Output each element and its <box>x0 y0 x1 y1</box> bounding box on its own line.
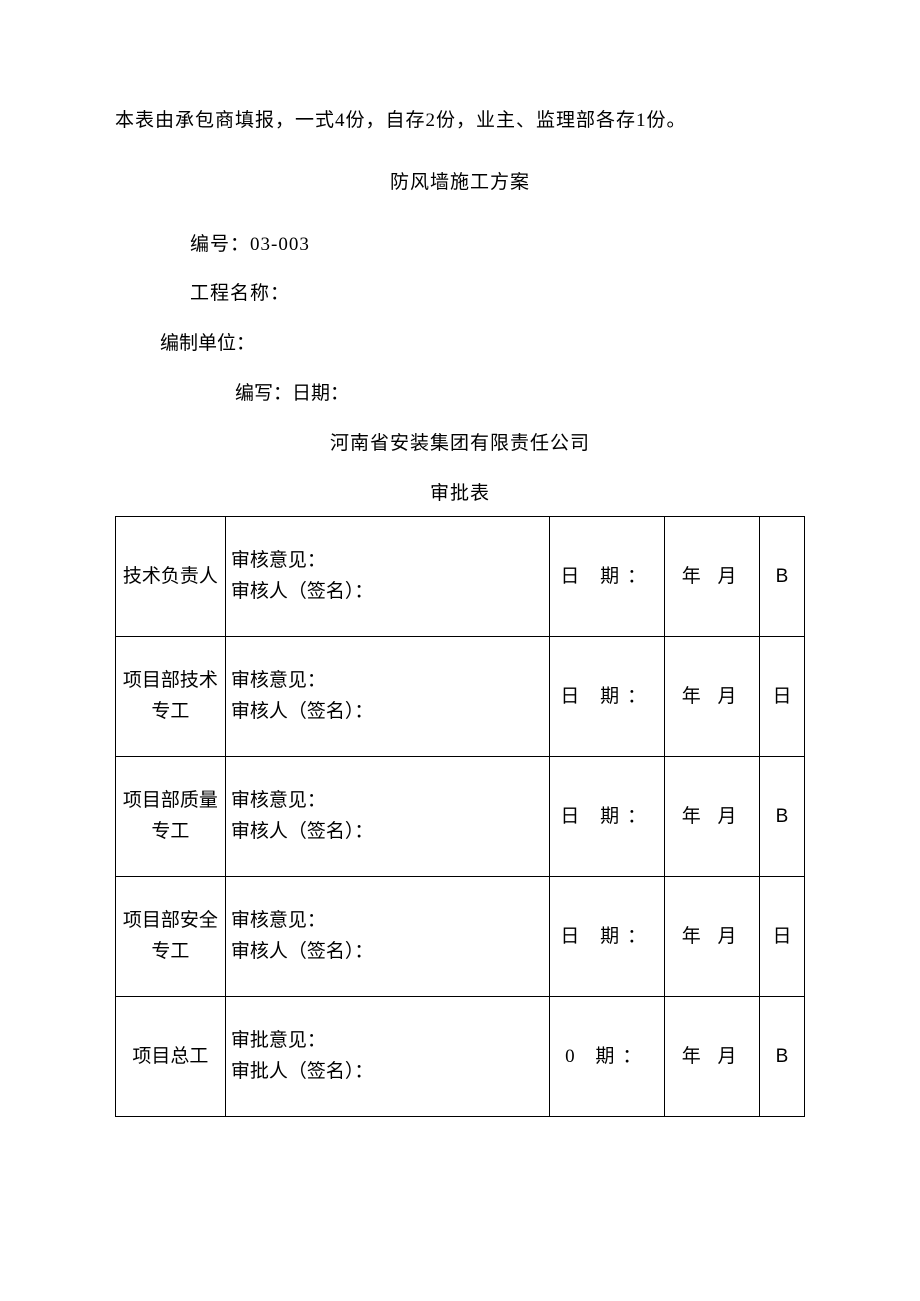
role-cell: 技术负责人 <box>116 517 226 637</box>
ym-cell: 年 月 <box>665 637 760 757</box>
date-cell: 0 期： <box>550 997 665 1117</box>
signer-line: 审核人（签名）： <box>231 937 544 967</box>
role-cell: 项目部质量专工 <box>116 757 226 877</box>
table-row: 项目总工 审批意见： 审批人（签名）： 0 期： 年 月 B <box>116 997 805 1117</box>
ym-cell: 年 月 <box>665 757 760 877</box>
opinion-line: 审核意见： <box>231 786 544 816</box>
date-cell: 日 期： <box>550 637 665 757</box>
opinion-cell: 审核意见： 审核人（签名）： <box>225 757 549 877</box>
date-cell: 日 期： <box>550 877 665 997</box>
project-label: 工程名称： <box>115 273 805 315</box>
table-row: 项目部质量专工 审核意见： 审核人（签名）： 日 期： 年 月 B <box>116 757 805 877</box>
role-cell: 项目部技术专工 <box>116 637 226 757</box>
ym-cell: 年 月 <box>665 517 760 637</box>
company-name: 河南省安装集团有限责任公司 <box>115 423 805 465</box>
ym-cell: 年 月 <box>665 877 760 997</box>
opinion-cell: 审核意见： 审核人（签名）： <box>225 517 549 637</box>
table-row: 项目部安全专工 审核意见： 审核人（签名）： 日 期： 年 月 日 <box>116 877 805 997</box>
role-cell: 项目总工 <box>116 997 226 1117</box>
table-row: 项目部技术专工 审核意见： 审核人（签名）： 日 期： 年 月 日 <box>116 637 805 757</box>
day-cell: 日 <box>760 637 805 757</box>
opinion-cell: 审批意见： 审批人（签名）： <box>225 997 549 1117</box>
table-row: 技术负责人 审核意见： 审核人（签名）： 日 期： 年 月 B <box>116 517 805 637</box>
signer-line: 审核人（签名）： <box>231 817 544 847</box>
opinion-cell: 审核意见： 审核人（签名）： <box>225 637 549 757</box>
day-cell: B <box>760 997 805 1117</box>
unit-label: 编制单位： <box>115 323 805 365</box>
day-cell: B <box>760 517 805 637</box>
signer-line: 审批人（签名）： <box>231 1057 544 1087</box>
intro-text: 本表由承包商填报，一式4份，自存2份，业主、监理部各存1份。 <box>115 100 805 142</box>
day-cell: B <box>760 757 805 877</box>
opinion-line: 审核意见： <box>231 666 544 696</box>
number-label: 编号：03-003 <box>115 224 805 266</box>
write-label: 编写：日期： <box>115 373 805 415</box>
opinion-line: 审核意见： <box>231 546 544 576</box>
day-cell: 日 <box>760 877 805 997</box>
signer-line: 审核人（签名）： <box>231 577 544 607</box>
date-cell: 日 期： <box>550 757 665 877</box>
opinion-cell: 审核意见： 审核人（签名）： <box>225 877 549 997</box>
signer-line: 审核人（签名）： <box>231 697 544 727</box>
ym-cell: 年 月 <box>665 997 760 1117</box>
role-cell: 项目部安全专工 <box>116 877 226 997</box>
document-title: 防风墙施工方案 <box>115 162 805 204</box>
opinion-line: 审批意见： <box>231 1026 544 1056</box>
date-cell: 日 期： <box>550 517 665 637</box>
table-title: 审批表 <box>115 473 805 515</box>
approval-table: 技术负责人 审核意见： 审核人（签名）： 日 期： 年 月 B 项目部技术专工 … <box>115 516 805 1117</box>
opinion-line: 审核意见： <box>231 906 544 936</box>
